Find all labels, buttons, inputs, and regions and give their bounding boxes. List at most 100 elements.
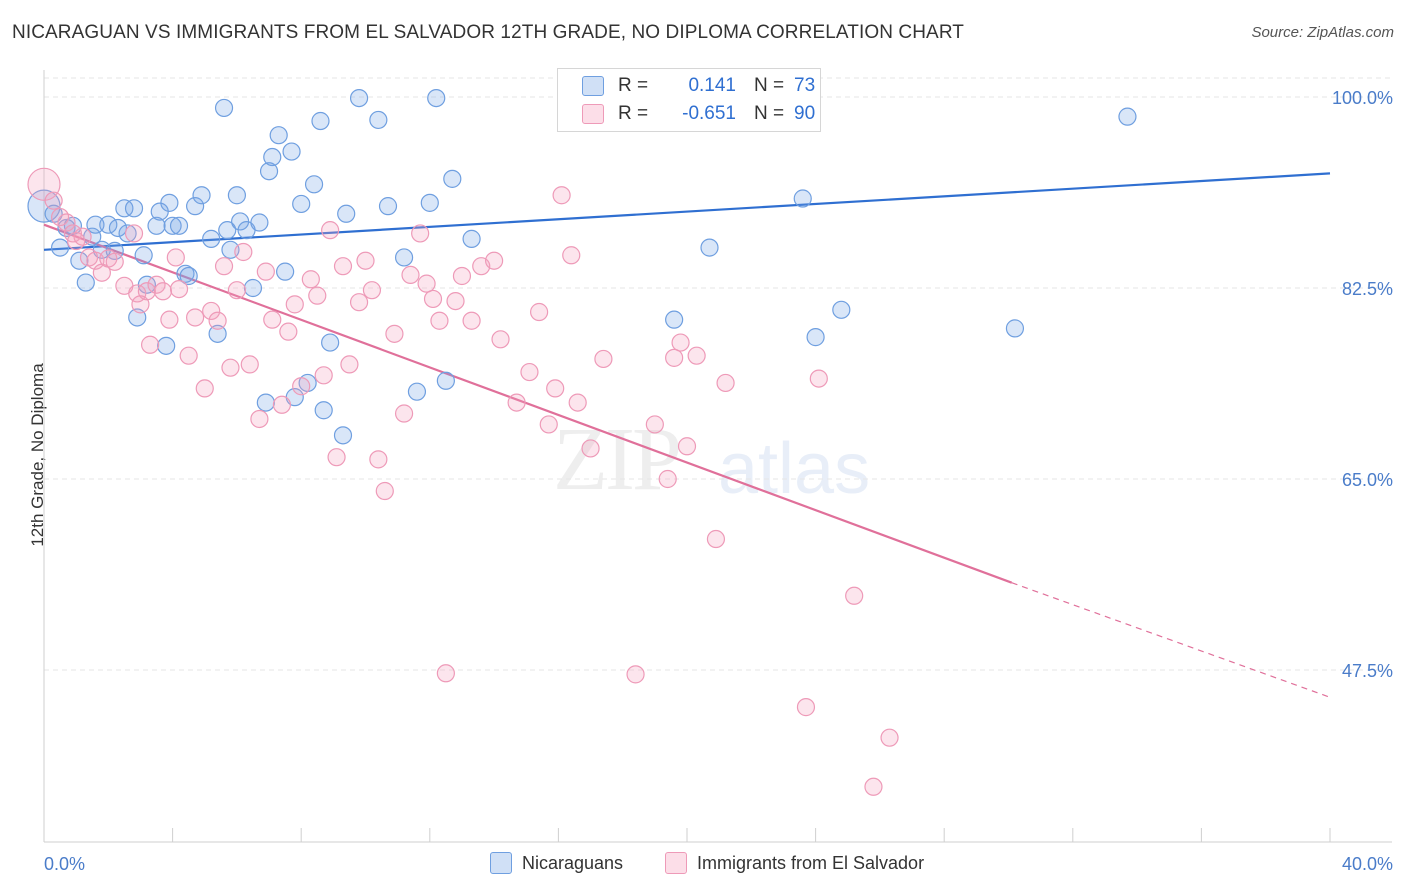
nicaraguans-point <box>665 310 684 329</box>
el-salvador-trendline <box>43 223 1013 584</box>
el-salvador-point <box>340 355 359 374</box>
nicaraguans-point <box>263 147 282 167</box>
nicaraguans-point <box>227 186 246 205</box>
nicaraguans-point <box>179 266 198 286</box>
nicaraguans-point <box>333 426 353 445</box>
el-salvador-point <box>250 409 269 429</box>
nicaraguans-point <box>118 224 137 243</box>
nicaraguans-point <box>124 199 144 218</box>
el-salvador-point <box>356 251 375 270</box>
grid-lines <box>44 77 1392 671</box>
nicaraguans-point <box>349 88 369 108</box>
el-salvador-point <box>208 311 227 330</box>
el-salvador-point <box>562 246 581 265</box>
el-salvador-point <box>349 293 369 312</box>
el-salvador-point <box>626 665 645 684</box>
watermark-atlas: atlas <box>718 429 871 509</box>
el-salvador-point <box>687 346 706 365</box>
el-salvador-point <box>401 265 420 285</box>
el-salvador-point <box>362 281 382 300</box>
el-salvador-point <box>658 469 677 489</box>
axes <box>43 70 1392 843</box>
x-tick-label: 0.0% <box>44 854 85 874</box>
nicaraguans-point <box>269 126 288 145</box>
nicaraguans-point <box>443 169 462 188</box>
nicaraguans-point <box>160 193 179 212</box>
tick-labels: 100.0% 82.5% 65.0% 47.5% 0.0% 40.0% <box>44 88 1393 874</box>
nicaraguans-point <box>793 189 812 208</box>
el-salvador-point <box>308 286 327 305</box>
el-salvador-point <box>169 279 189 299</box>
el-salvador-point <box>417 274 436 293</box>
el-salvador-point <box>452 266 472 286</box>
blue-swatch <box>490 852 512 874</box>
el-salvador-point <box>301 270 320 289</box>
el-salvador-point <box>333 257 353 276</box>
nicaraguans-point <box>105 241 124 260</box>
nicaraguans-point <box>311 111 330 131</box>
legend-item-el-salvador[interactable]: Immigrants from El Salvador <box>665 852 924 874</box>
el-salvador-point <box>546 379 565 398</box>
el-salvador-point <box>147 275 166 294</box>
y-tick-label: 82.5% <box>1342 279 1393 299</box>
el-salvador-points <box>27 167 899 796</box>
el-salvador-point <box>568 393 587 412</box>
nicaraguans-point <box>50 238 70 257</box>
el-salvador-point <box>256 262 275 281</box>
watermark-zip: ZIP <box>553 410 682 509</box>
nicaraguans-point <box>427 88 446 108</box>
nicaraguans-point <box>1005 319 1025 338</box>
nicaraguans-point <box>192 186 211 205</box>
legend-label: Immigrants from El Salvador <box>697 852 925 873</box>
nicaraguans-point <box>115 199 134 218</box>
el-salvador-point <box>530 302 549 322</box>
el-salvador-point <box>214 257 234 276</box>
nicaraguans-point <box>292 194 311 214</box>
nicaraguans-point <box>420 193 439 212</box>
n-value: 73 <box>794 75 816 96</box>
el-salvador-point <box>671 333 690 352</box>
el-salvador-point <box>491 330 510 349</box>
correlation-legend: R = 0.141 N = 73 R = -0.651 N = 90 <box>557 68 821 132</box>
nicaraguans-point <box>806 328 825 347</box>
r-label: R = <box>618 75 649 96</box>
legend-label: Nicaraguans <box>522 852 624 873</box>
el-salvador-point <box>394 404 414 423</box>
el-salvador-point <box>137 282 156 301</box>
el-salvador-point <box>581 439 600 458</box>
el-salvador-point <box>385 324 404 343</box>
nicaraguans-point <box>462 229 481 248</box>
el-salvador-point <box>796 698 816 717</box>
el-salvador-point <box>375 481 394 501</box>
el-salvador-point <box>446 291 465 311</box>
el-salvador-point <box>179 346 198 365</box>
el-salvador-point <box>44 191 63 210</box>
nicaraguans-point <box>108 218 128 238</box>
el-salvador-point <box>240 355 259 374</box>
y-tick-label: 65.0% <box>1342 470 1393 490</box>
nicaraguans-point <box>436 371 455 390</box>
nicaraguans-point <box>157 336 176 355</box>
chart-title: NICARAGUAN VS IMMIGRANTS FROM EL SALVADO… <box>12 22 965 43</box>
el-salvador-point <box>202 301 221 321</box>
legend-item-nicaraguans[interactable]: Nicaraguans <box>490 852 623 874</box>
el-salvador-point <box>124 224 144 243</box>
legend-row-nicaraguans: R = 0.141 N = 73 <box>558 72 815 100</box>
el-salvador-point <box>140 335 160 354</box>
el-salvador-point <box>594 349 613 369</box>
el-salvador-point <box>195 379 214 398</box>
series-legend: Nicaraguans Immigrants from El Salvador <box>0 852 1406 878</box>
el-salvador-point <box>327 448 346 467</box>
el-salvador-point <box>227 281 246 300</box>
nicaraguans-point <box>304 175 324 194</box>
el-salvador-point <box>423 289 443 309</box>
r-value: -0.651 <box>682 103 736 124</box>
nicaraguans-point <box>700 238 719 257</box>
el-salvador-point <box>665 348 684 367</box>
r-value: 0.141 <box>688 75 736 96</box>
el-salvador-point <box>520 362 539 382</box>
nicaraguans-point <box>407 382 427 401</box>
n-label: N = <box>754 103 785 124</box>
nicaraguans-point <box>99 215 118 234</box>
nicaraguans-point <box>337 204 356 223</box>
